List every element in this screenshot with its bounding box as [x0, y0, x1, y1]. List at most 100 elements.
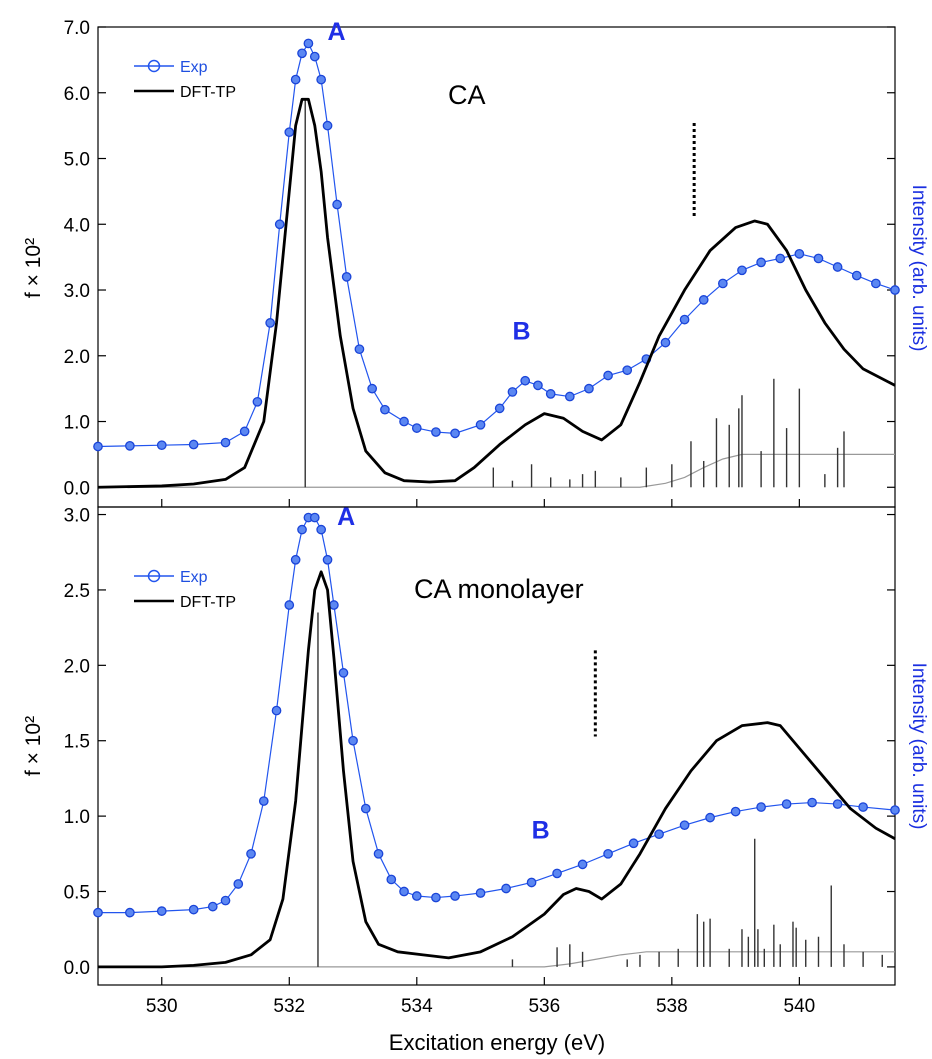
series-exp-point [316, 74, 327, 85]
series-exp-point [622, 365, 633, 376]
series-exp-point [303, 38, 314, 49]
x-tick-label: 536 [528, 996, 560, 1017]
series-exp-point [156, 906, 167, 916]
series-exp-point [890, 805, 900, 815]
bottom-y2-axis-label: Intensity (arb. units) [908, 663, 929, 830]
series-exp-point [832, 262, 843, 272]
step-edge-line [98, 453, 895, 488]
top-panel-title: CA [448, 80, 486, 110]
series-exp-point [679, 314, 690, 325]
series-exp-point [775, 253, 786, 264]
series-exp-point [156, 440, 167, 451]
series-exp-point [284, 600, 295, 610]
series-exp-point [207, 901, 218, 912]
series-exp-point [380, 404, 390, 415]
series-exp-point [756, 257, 766, 268]
series-exp-point [475, 888, 486, 898]
peak-label-a: A [328, 18, 346, 46]
legend-dft-text: DFT-TP [180, 84, 236, 101]
series-exp-line [97, 42, 896, 448]
series-exp-point [367, 383, 378, 394]
series-exp-point [309, 512, 320, 523]
series-exp-point [271, 705, 282, 716]
series-exp-point [794, 248, 805, 259]
series-exp-point [252, 396, 263, 407]
peak-label-b: B [512, 317, 530, 345]
top-panel-plot: 0.0 1.0 2.0 3.0 4.0 5.0 6.0 7.0 A B [64, 18, 900, 507]
series-exp-point [807, 797, 817, 808]
series-exp-point [284, 127, 295, 138]
series-exp-point [584, 383, 594, 394]
series-exp-point [354, 344, 365, 355]
x-tick-label: 538 [656, 996, 688, 1017]
series-exp-point [373, 848, 384, 859]
bottom-panel-frame [97, 506, 896, 986]
series-exp-point [411, 423, 422, 433]
y-tick-label: 0.0 [64, 958, 90, 979]
x-tick-label: 530 [146, 996, 178, 1017]
series-exp-point [322, 120, 333, 131]
x-tick-label: 532 [273, 996, 305, 1017]
series-exp-point [360, 803, 371, 814]
series-exp-point [475, 419, 486, 430]
series-exp-point [246, 848, 256, 859]
series-exp-point [399, 886, 409, 897]
series-exp-point [258, 796, 269, 806]
series-exp-point [188, 904, 199, 915]
series-exp-point [338, 668, 349, 678]
series-exp-point [654, 829, 664, 840]
y-tick-label: 2.0 [64, 347, 90, 368]
series-exp-point [125, 440, 135, 451]
legend-exp-marker [147, 59, 161, 73]
series-exp-point [450, 428, 460, 439]
series-exp-point [717, 278, 728, 289]
series-exp-point [526, 877, 537, 888]
series-exp-point [290, 554, 301, 565]
legend-dft-text: DFT-TP [180, 594, 236, 611]
y-tick-label: 0.5 [64, 883, 90, 904]
series-exp-point [316, 524, 327, 535]
series-exp-point [297, 48, 307, 59]
y-tick-label: 1.5 [64, 732, 90, 753]
series-exp-point [545, 389, 556, 399]
series-exp-point [520, 375, 531, 386]
series-exp-point [125, 907, 135, 918]
peak-label-a: A [337, 503, 355, 531]
series-exp-point [832, 799, 843, 809]
y-tick-label: 3.0 [64, 281, 90, 302]
series-exp-point [890, 285, 900, 295]
series-exp-point [431, 892, 441, 903]
series-exp-point [431, 427, 441, 437]
y-tick-label: 4.0 [64, 215, 90, 236]
series-exp-point [220, 895, 231, 906]
y-tick-label: 2.0 [64, 656, 90, 677]
series-exp-point [332, 199, 342, 210]
y-tick-label: 6.0 [64, 84, 90, 105]
series-exp-point [274, 219, 285, 230]
series-exp-point [730, 806, 741, 817]
series-exp-point [341, 272, 352, 282]
legend-exp-text: Exp [180, 569, 208, 586]
series-exp-point [386, 874, 397, 885]
series-exp-point [501, 883, 511, 894]
series-exp-point [348, 735, 358, 746]
series-exp-point [679, 820, 690, 831]
series-exp-point [705, 812, 715, 823]
y-tick-label: 2.5 [64, 581, 90, 602]
x-tick-label: 534 [401, 996, 433, 1017]
series-dft-line [98, 570, 896, 969]
series-exp-point [698, 295, 709, 305]
series-exp-point [577, 859, 588, 870]
series-exp-point [399, 416, 409, 427]
series-exp-point [265, 318, 276, 328]
series-exp-point [603, 848, 613, 859]
series-exp-point [309, 51, 320, 62]
series-exp-point [552, 868, 562, 879]
legend-exp-marker [147, 569, 161, 583]
series-exp-point [450, 891, 460, 901]
top-y2-axis-label: Intensity (arb. units) [908, 185, 929, 352]
series-exp-point [93, 441, 103, 452]
series-exp-point [290, 74, 301, 85]
legend-exp-text: Exp [180, 59, 208, 76]
series-exp-point [851, 270, 862, 281]
